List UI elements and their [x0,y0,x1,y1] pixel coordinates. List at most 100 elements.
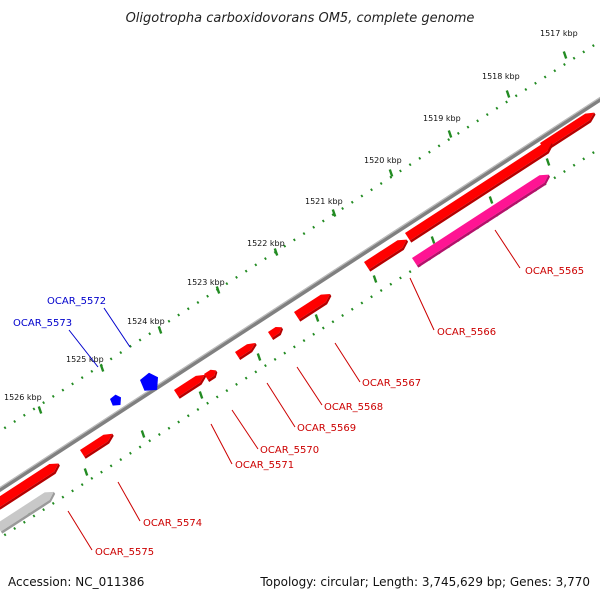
gene-arrow-body [412,174,549,266]
gene-label-OCAR_5570[interactable]: OCAR_5570 [231,409,319,456]
gene-arrow-OCAR_5568[interactable] [268,327,284,340]
inner-major-tick [314,314,320,322]
gene-label-OCAR_5565[interactable]: OCAR_5565 [494,229,584,277]
tick-dot [254,370,258,374]
tick-dot [389,175,393,179]
gene-label-OCAR_5574[interactable]: OCAR_5574 [117,481,202,529]
leader-line [409,277,435,331]
tick-dot [206,294,209,298]
gene-arrow-body [268,327,282,338]
gene-arrow-body [174,374,205,397]
kbp-major-tick [273,248,279,256]
gene-arrow-OCAR_5566-continued[interactable] [540,112,596,152]
kbp-tick-label: 1520 kbp [364,156,402,165]
gene-arrow-OCAR_5566[interactable] [405,143,554,243]
gene-label-OCAR_5573[interactable]: OCAR_5573 [13,318,99,368]
tick-dot [437,144,441,148]
gene-arrow-OCAR_5567[interactable] [294,293,332,322]
gene-arrow-OCAR_5572[interactable] [140,372,158,391]
tick-dot [505,100,508,104]
gene-label-text: OCAR_5574 [143,518,202,529]
gene-arrow-shade [298,293,332,322]
tick-dot [379,181,383,185]
gene-arrow-shade [84,433,114,459]
tick-dot [157,433,161,437]
tick-dot [283,244,287,248]
kbp-major-tick [37,406,43,414]
gene-label-OCAR_5566[interactable]: OCAR_5566 [409,277,496,338]
tick-dot [225,282,229,286]
gene-arrow-OCAR_5574[interactable] [80,433,114,459]
gene-arrow-shade [207,370,218,382]
gene-arrow-shade [0,491,56,534]
tick-dot [235,382,238,386]
gene-arrow-OCAR_5575[interactable] [0,463,60,510]
tick-dot [466,125,470,129]
tick-dot [22,520,26,524]
gene-label-OCAR_5568[interactable]: OCAR_5568 [296,366,383,413]
leader-line [210,423,233,465]
tick-dot [225,389,229,393]
tick-dot [119,351,123,355]
tick-dot [42,401,46,405]
tick-dot [13,419,17,423]
tick-dot [61,388,65,392]
gene-label-OCAR_5567[interactable]: OCAR_5567 [334,342,421,389]
leader-line [117,481,141,522]
tick-dot [292,238,296,242]
gene-arrow-OCAR_5566b[interactable] [364,239,409,272]
tick-dot [370,188,373,192]
gene-arrow-body [235,342,256,358]
gene-label-OCAR_5571[interactable]: OCAR_5571 [210,423,294,471]
tick-dot [177,313,181,317]
tick-dot [524,88,528,92]
tick-dot [196,300,200,304]
gene-arrow-grey[interactable] [0,491,56,534]
kbp-tick-label: 1526 kbp [4,393,42,402]
gene-arrow-shade [544,112,596,152]
tick-dot [80,483,84,487]
gene-arrow-OCAR_5571[interactable] [174,374,207,399]
tick-dot [302,232,306,236]
tick-dot [302,339,306,343]
kbp-major-tick [505,90,511,98]
tick-dot [196,407,200,411]
gene-label-text: OCAR_5570 [260,445,319,456]
genome-backbone [0,96,600,493]
gene-arrow-OCAR_5570[interactable] [204,369,218,382]
gene-arrow-OCAR_5565[interactable] [412,174,550,268]
gene-label-OCAR_5575[interactable]: OCAR_5575 [67,510,154,558]
gene-arrow-body [540,112,595,150]
tick-dot [177,420,181,424]
gene-arrow-OCAR_5573[interactable] [110,394,121,406]
inner-major-tick [198,391,204,399]
leader-line [296,366,323,406]
kbp-tick-label: 1523 kbp [187,278,225,287]
tick-dot [254,263,258,267]
kbp-major-tick [215,286,221,294]
tick-dot [572,56,576,60]
gene-label-OCAR_5572[interactable]: OCAR_5572 [47,296,131,348]
backbone-highlight [0,96,600,489]
gene-arrow-body [0,463,59,507]
gene-label-OCAR_5569[interactable]: OCAR_5569 [266,382,356,434]
tick-dot [408,270,412,274]
kbp-tick-label: 1518 kbp [482,72,520,81]
tick-dot [350,200,354,204]
tick-dot [341,207,345,211]
tick-dot [138,338,142,342]
map-title: Oligotropha carboxidovorans OM5, complet… [126,11,475,26]
gene-label-text: OCAR_5568 [324,402,383,413]
gene-arrow-OCAR_5569[interactable] [235,342,257,360]
tick-dot [379,288,383,292]
tick-dot [138,445,142,449]
inner-major-tick [430,236,436,244]
tick-dot [186,414,190,418]
tick-dot [360,194,364,198]
tick-dot [563,62,566,66]
tick-dot [418,156,422,160]
tick-dot [350,307,354,311]
leader-line [231,409,259,450]
tick-dot [90,369,94,373]
